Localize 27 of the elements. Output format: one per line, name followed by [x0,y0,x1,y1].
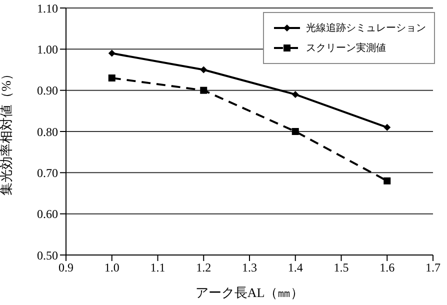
y-tick-label: 0.90 [37,84,58,98]
point [200,66,208,74]
y-tick-label: 1.10 [37,1,58,16]
x-tick-label: 1.6 [380,260,395,275]
y-tick-label: 0.80 [37,124,58,139]
point [108,74,116,82]
x-tick-label: 1.4 [288,260,303,275]
x-tick-label: 0.9 [58,260,74,275]
y-tick-label: 0.50 [37,248,58,262]
x-axis-title: アーク長AL（㎜） [195,285,304,300]
x-tick-label: 1.3 [242,260,257,275]
x-tick-label: 1.1 [150,260,166,275]
legend-label: 光線追跡シミュレーション [306,22,426,35]
x-tick-label: 1.5 [334,260,349,275]
point [292,128,299,135]
legend-label: スクリーン実測値 [306,42,386,55]
x-tick-label: 1.0 [104,260,120,275]
point [108,50,116,57]
y-tick-label: 1.00 [37,42,58,56]
x-tick-label: 1.7 [426,260,440,275]
point [200,86,208,94]
point [384,124,391,131]
point [384,177,391,184]
y-tick-label: 0.70 [37,166,58,180]
y-tick-label: 0.60 [37,207,58,222]
point [292,90,299,98]
x-tick-label: 1.2 [196,260,212,275]
